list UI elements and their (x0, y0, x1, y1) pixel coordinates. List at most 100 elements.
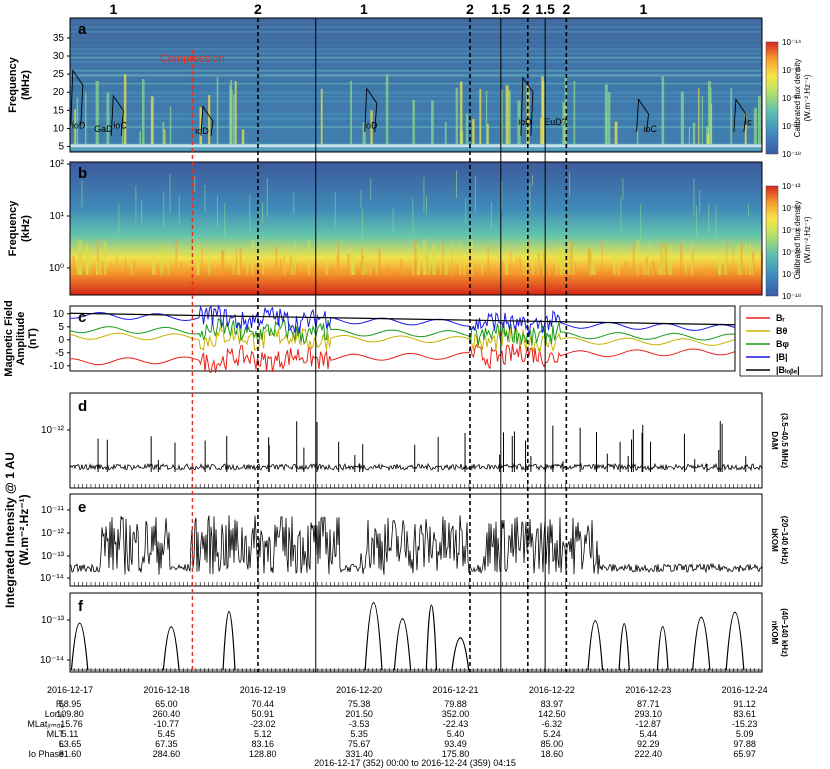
emission (540, 118, 542, 144)
kom-burst (680, 242, 683, 275)
annotation: EuD? (544, 117, 567, 127)
ephemeris-value: 70.44 (251, 699, 274, 709)
colorbar-b-label: Calibrated flux density (W.m⁻².Hz⁻¹) (793, 201, 812, 280)
kom-burst (559, 246, 562, 275)
kom-burst (570, 240, 573, 275)
legend-label: |Bₗₒᵦₑ| (776, 365, 800, 375)
kom-burst (487, 244, 489, 275)
band (70, 82, 762, 85)
kom-burst (632, 243, 635, 275)
emission (636, 129, 639, 144)
intensity-line (69, 462, 763, 472)
ylabel-line: Integrated Intensity @ 1 AU (3, 452, 17, 608)
y-tick-label: 10⁻¹⁴ (40, 573, 64, 584)
kom-burst (613, 254, 616, 275)
event-lines (191, 18, 568, 672)
kom-burst (510, 251, 512, 275)
x-date-label: 2016-12-19 (240, 685, 286, 695)
emission (106, 92, 110, 144)
kom-burst (365, 268, 368, 275)
hom-streak (266, 178, 268, 218)
kom-burst (659, 262, 662, 275)
hom-streak (360, 189, 362, 208)
colorbar-label-line: Calibrated flux density (793, 201, 802, 280)
band (70, 100, 762, 103)
y-tick-label: 10⁻¹² (41, 425, 65, 436)
emission (459, 81, 463, 144)
kom-burst (208, 250, 211, 275)
series-0 (70, 341, 735, 374)
emission (431, 100, 434, 144)
ephemeris-row-label: Io Phase (28, 749, 64, 759)
kom-burst (732, 242, 734, 275)
band (70, 26, 762, 29)
kom-burst (661, 246, 664, 275)
panel-b-kom-spectrogram: 10⁰ 10¹ 10² b Frequency (kHz) 10⁻¹⁸ 10⁻¹⁷ 10⁻¹⁶ 1… (7, 159, 812, 301)
kom-burst (553, 266, 556, 275)
annotation: ioD (72, 120, 86, 130)
ephemeris-value: -10.77 (154, 719, 180, 729)
kom-burst (252, 266, 254, 275)
annotation: Ic (745, 117, 753, 127)
emission (370, 110, 373, 144)
colorbar-tick-label: 10⁻¹⁸ (782, 150, 801, 159)
band-bright (70, 144, 762, 148)
kom-burst (574, 262, 577, 275)
y-tick-label: 10⁻¹³ (41, 615, 65, 626)
emission (661, 76, 665, 144)
side-label-f: nKOM (40–140 kHz) (770, 608, 789, 657)
kom-burst (638, 264, 641, 275)
emission (757, 96, 761, 144)
hom-streak (135, 185, 137, 223)
emission (479, 88, 482, 144)
kom-burst (78, 257, 81, 275)
hom-streak (249, 194, 251, 232)
kom-burst (704, 267, 708, 275)
kom-burst (268, 268, 271, 275)
kom-burst (350, 245, 353, 275)
colorbar-tick-label: 10⁻¹⁵ (782, 226, 801, 235)
kom-burst (427, 256, 431, 275)
kom-burst (591, 261, 595, 275)
intensity-line (69, 515, 763, 575)
kom-burst (737, 245, 741, 275)
x-date-label: 2016-12-23 (625, 685, 671, 695)
region-label: 1 (360, 1, 368, 17)
kom-burst (337, 241, 340, 275)
emission (487, 123, 489, 144)
nkom-burst (364, 602, 383, 671)
legend-label: Bᵣ (776, 313, 785, 323)
side-label-line: (40–140 kHz) (780, 608, 789, 657)
kom-burst (657, 267, 661, 275)
annotation: ioC (643, 124, 657, 134)
kom-burst (400, 258, 403, 275)
kom-burst (156, 264, 159, 275)
footer-range: 2016-12-17 (352) 00:00 to 2016-12-24 (35… (314, 758, 516, 768)
kom-burst (555, 246, 557, 275)
ephemeris-value: -15.76 (57, 719, 83, 729)
band (70, 35, 762, 37)
band (70, 104, 762, 108)
colorbar-tick-label: 10⁻¹⁴ (782, 38, 802, 47)
kom-burst (505, 254, 509, 275)
emission-outline (110, 94, 124, 136)
kom-burst (100, 260, 104, 275)
hom-streak (693, 178, 695, 218)
band (70, 91, 762, 95)
nkom-burst (656, 626, 669, 671)
kom-burst (752, 251, 755, 275)
hom-streak (81, 180, 83, 208)
panel-a-ylabel: Frequency (MHz) (7, 56, 32, 113)
band (70, 30, 762, 33)
emission (500, 89, 503, 144)
ylabel-line: Frequency (7, 56, 19, 113)
kom-burst (685, 264, 688, 275)
emission-outline (733, 98, 747, 133)
kom-burst (416, 255, 420, 275)
kom-burst (624, 261, 627, 275)
panel-a-frame (69, 17, 763, 153)
band (70, 65, 762, 69)
legend-label: Bθ (776, 326, 787, 336)
kom-burst (175, 239, 178, 275)
emission (507, 90, 511, 144)
